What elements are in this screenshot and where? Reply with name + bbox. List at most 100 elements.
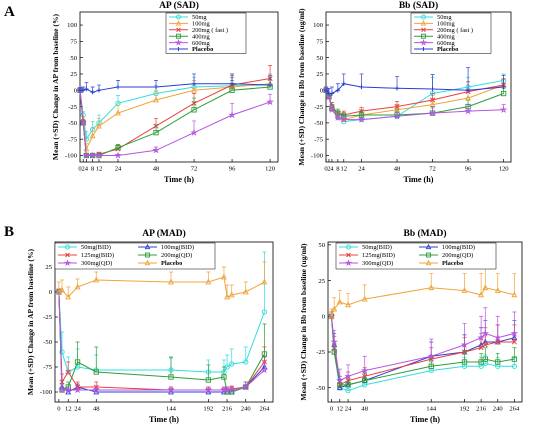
series-line [331,316,515,382]
x-tick-label: 72 [429,166,436,173]
data-point [323,88,329,93]
legend-marker [421,47,426,51]
x-tick-label: 8 [91,166,95,173]
series-line [79,86,271,156]
data-point [482,342,488,348]
data-point [331,305,338,312]
y-tick-label: -100 [311,153,324,160]
data-point [92,386,100,394]
series-placebo [55,261,268,300]
panel-label-b: B [4,224,14,240]
data-point [64,386,72,394]
data-point [329,91,335,96]
data-point [267,82,273,88]
data-point [82,151,91,159]
data-point [243,359,249,365]
data-point [510,329,519,337]
legend-label: 400mg [192,33,211,40]
legend-marker [344,259,353,267]
data-point [340,115,348,123]
legend-marker [419,38,428,46]
data-point [167,386,175,394]
x-tick-label: 0 [330,406,334,413]
y-tick-label: -50 [316,385,325,392]
legend-marker [144,259,151,266]
data-point [511,291,518,298]
data-point [59,286,65,293]
data-point [115,84,121,90]
y-tick-label: -25 [314,104,323,111]
y-tick-label: -25 [43,314,52,321]
data-point [168,374,174,380]
x-tick-label: 48 [394,166,401,173]
legend-label: 400mg [437,33,456,40]
x-tick-label: 48 [153,166,160,173]
legend-marker [346,252,351,258]
error-bar [75,341,80,362]
x-tick-label: 24 [345,406,352,413]
data-point [362,377,368,384]
legend-label: Placebo [442,260,463,267]
data-point [65,369,71,375]
data-point [394,104,400,110]
plot-frame [54,241,274,403]
data-point [428,363,434,369]
x-tick-label: 240 [241,406,252,413]
y-tick-label: 25 [70,71,77,78]
legend-marker [176,33,181,39]
x-tick-label: 48 [361,406,368,413]
x-tick-label: 120 [499,166,510,173]
data-point [266,98,274,106]
y-tick-label: 0 [74,87,78,94]
data-point [191,107,197,113]
x-tick-label: 144 [166,406,177,413]
y-tick-label: 0 [322,313,326,320]
chart-title: AP (MAD) [142,228,186,239]
data-point [428,284,435,291]
data-point [221,273,227,280]
data-point [96,88,102,93]
series-line [79,84,271,141]
data-point [334,113,342,121]
data-point [93,276,100,283]
legend-label: 100mg(BID) [442,244,475,251]
error-bar [395,100,400,107]
y-tick-label: 25 [316,71,323,78]
y-tick-label: -25 [68,104,77,111]
panel-label-a: A [4,4,15,20]
data-point [153,84,159,90]
series-line [325,90,504,121]
error-bar [169,356,174,377]
x-tick-label: 24 [358,166,365,173]
x-tick-label: 2 [82,166,85,173]
error-bar [116,144,121,148]
data-point [511,356,518,362]
legend-marker [63,259,72,267]
data-point [393,112,401,120]
data-point [83,136,89,142]
legend-label: 100mg(BID) [161,244,194,251]
x-tick-label: 4 [330,166,334,173]
error-bar [362,373,367,381]
data-point [228,111,236,119]
series-line [58,291,265,391]
data-point [344,372,352,380]
y-tick-label: 25 [318,278,325,285]
chart-title: Bb (MAD) [403,228,446,239]
legend-label: 50mg(BID) [362,244,392,251]
data-point [357,115,366,123]
series-line [58,291,265,393]
y-tick-label: 0 [320,87,324,94]
data-point [228,291,235,298]
y-tick-label: -100 [65,153,78,160]
y-tick-label: 100 [313,22,324,29]
legend-label: Placebo [161,260,182,267]
error-bar [262,323,267,354]
y-tick-label: -50 [68,120,77,127]
legend-marker [421,33,426,39]
series-200mg-qd- [328,311,518,388]
data-point [153,130,159,136]
data-point [242,383,250,391]
data-point [465,88,471,93]
